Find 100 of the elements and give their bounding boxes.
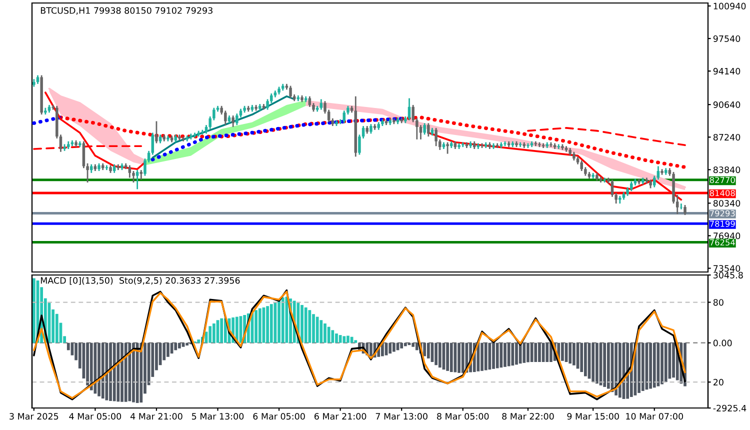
bar	[112, 342, 116, 402]
bar	[614, 342, 618, 396]
bar	[438, 342, 442, 368]
x-tick-label: 4 Mar 21:00	[130, 413, 182, 420]
candlestick	[320, 98, 323, 110]
bar	[342, 336, 346, 343]
chart-title: BTCUSD,H1 79938 80150 79102 79293	[40, 7, 212, 15]
y2-tick-label: 20	[714, 378, 724, 386]
candlestick	[224, 110, 227, 126]
x-tick-label: 7 Mar 13:00	[376, 413, 428, 420]
x-tick-label: 6 Mar 05:00	[253, 413, 305, 420]
candlestick	[446, 142, 449, 154]
bar	[327, 326, 330, 343]
bar	[109, 342, 112, 401]
bar	[404, 342, 407, 346]
bar	[638, 342, 640, 393]
bar	[132, 342, 135, 402]
candlestick	[140, 169, 143, 180]
bar	[511, 342, 514, 366]
bar	[660, 342, 664, 384]
candlestick	[408, 98, 411, 121]
bar	[538, 342, 541, 362]
bar	[434, 342, 438, 366]
ref-line-label: 81408	[710, 190, 735, 196]
bar	[500, 342, 503, 368]
bar	[392, 342, 396, 352]
bar	[641, 342, 644, 391]
bar	[534, 342, 538, 362]
bar	[116, 342, 120, 402]
bar	[388, 342, 392, 354]
bar	[572, 342, 576, 366]
chart-title: MACD [0](13,50) Sto(9,2,5) 20.3633 27.3956	[40, 276, 240, 285]
bar	[507, 342, 510, 366]
bar	[278, 300, 280, 343]
bar	[258, 308, 262, 343]
bar	[308, 310, 312, 343]
candlestick	[684, 204, 686, 216]
bar	[522, 342, 526, 363]
bar	[450, 342, 453, 372]
bar	[320, 320, 323, 343]
bar	[186, 342, 189, 346]
bar	[652, 342, 656, 388]
candlestick	[289, 85, 292, 99]
candlestick	[580, 160, 583, 172]
bar	[124, 342, 128, 402]
bar	[592, 342, 595, 382]
y-tick-label: 83840	[713, 166, 740, 174]
bar	[381, 342, 384, 356]
y-tick-label: 3045.8	[714, 272, 743, 278]
bar	[568, 342, 572, 364]
bar	[174, 342, 178, 350]
y-tick-label: 87240	[713, 134, 740, 141]
bar	[461, 342, 464, 373]
bar	[649, 342, 652, 389]
bar	[415, 342, 418, 350]
x-tick-label: 10 Mar 07:00	[626, 413, 684, 420]
candlestick	[82, 140, 86, 169]
bar	[197, 340, 200, 343]
bar	[346, 336, 350, 343]
candlestick	[232, 114, 234, 128]
bar	[496, 342, 499, 368]
bar	[128, 342, 132, 402]
bar	[580, 342, 584, 372]
bar	[312, 314, 315, 343]
candlestick	[136, 169, 139, 190]
candlestick	[610, 178, 614, 198]
bar	[300, 304, 304, 343]
y-tick-label: 0.00	[713, 340, 732, 346]
bar	[32, 278, 36, 343]
bar	[335, 333, 338, 343]
bar	[504, 342, 506, 367]
bar	[530, 342, 534, 362]
bar	[370, 342, 372, 356]
bar	[515, 342, 518, 365]
candlestick	[155, 120, 158, 144]
bar	[664, 342, 668, 382]
bar	[484, 342, 488, 370]
bar	[412, 342, 415, 347]
bar	[316, 316, 319, 343]
bar	[208, 326, 212, 343]
bar	[304, 307, 308, 343]
bar	[446, 342, 449, 371]
bar	[220, 318, 224, 343]
y-tick-label: 94140	[713, 68, 740, 75]
bar	[561, 342, 564, 361]
line-series	[152, 95, 296, 159]
bar	[672, 342, 675, 378]
bar	[166, 342, 170, 357]
ref-line-label: 76254	[710, 239, 735, 246]
candlestick	[427, 122, 430, 138]
bar	[546, 342, 549, 362]
bar	[120, 342, 124, 402]
candlestick	[270, 92, 273, 104]
bar	[338, 335, 342, 343]
ref-line-label: 79293	[710, 210, 735, 216]
bar	[354, 340, 358, 343]
y-tick-label: 73540	[714, 265, 740, 272]
bar	[492, 342, 495, 369]
y2-tick-label: 80	[713, 299, 724, 306]
candlestick	[128, 164, 132, 178]
